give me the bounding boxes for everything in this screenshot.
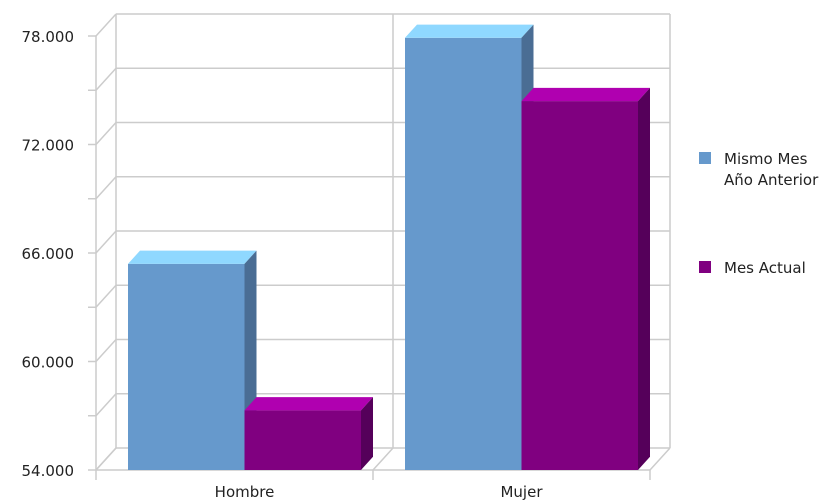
floor-diagonal: [95, 447, 117, 471]
y-tick-label: 78.000: [22, 28, 75, 46]
bar-top: [405, 24, 534, 38]
grid-diagonal: [95, 284, 117, 308]
y-tick-label: 54.000: [22, 462, 75, 480]
bar-top: [521, 87, 650, 102]
legend-label: Mismo Mes: [724, 150, 808, 168]
legend-item: Mes Actual: [699, 259, 806, 277]
bars: [128, 24, 650, 471]
x-category-label: Mujer: [500, 483, 543, 500]
grid-diagonal: [95, 393, 117, 417]
bar-front: [128, 263, 245, 470]
bar-front: [244, 410, 361, 470]
legend-swatch: [699, 152, 711, 164]
y-axis-ticks: 54.000 60.000 66.000 72.000 78.000: [22, 28, 75, 480]
grid-diagonal: [95, 338, 117, 363]
bar: [244, 397, 373, 470]
y-tick-label: 66.000: [22, 245, 75, 263]
legend-label: Año Anterior: [724, 171, 819, 189]
grid-diagonal: [95, 176, 117, 200]
bar-top: [128, 250, 257, 264]
bar-front: [521, 101, 638, 470]
legend-item: Mismo Mes Año Anterior: [699, 150, 819, 189]
floor-diagonal: [649, 447, 671, 471]
bar-side: [361, 397, 373, 470]
bar-top: [244, 397, 373, 411]
y-tick-label: 60.000: [22, 354, 75, 372]
x-category-label: Hombre: [215, 483, 275, 500]
bar-front: [405, 37, 522, 470]
legend: Mismo Mes Año Anterior Mes Actual: [699, 150, 819, 277]
grid-diagonal: [95, 67, 117, 91]
bar-side: [638, 87, 650, 471]
bar: [405, 24, 534, 470]
grid-diagonal: [95, 13, 117, 37]
floor-diagonal: [372, 447, 394, 471]
legend-swatch: [699, 261, 711, 273]
legend-label: Mes Actual: [724, 259, 806, 277]
bar: [521, 87, 650, 471]
y-tick-label: 72.000: [22, 137, 75, 155]
bar: [128, 250, 257, 470]
grid-diagonal: [95, 121, 117, 146]
grid-diagonal: [95, 230, 117, 254]
x-axis-categories: Hombre Mujer: [215, 483, 544, 500]
